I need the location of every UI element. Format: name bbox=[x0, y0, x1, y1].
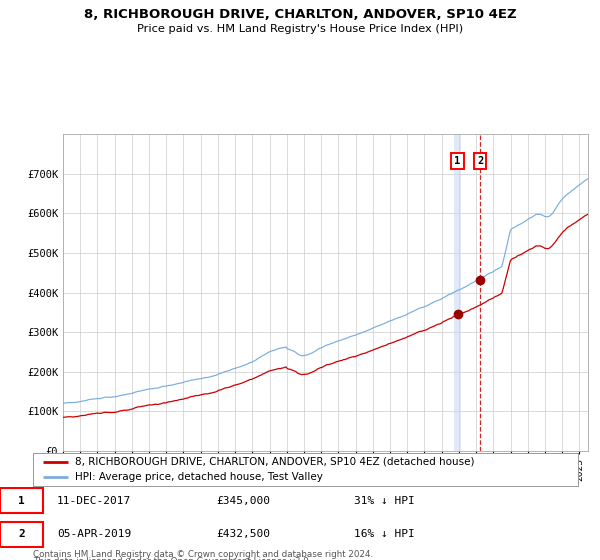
Text: 05-APR-2019: 05-APR-2019 bbox=[57, 529, 131, 539]
Text: £345,000: £345,000 bbox=[216, 496, 270, 506]
Text: 2: 2 bbox=[477, 156, 484, 166]
Text: £432,500: £432,500 bbox=[216, 529, 270, 539]
Text: 2: 2 bbox=[18, 529, 25, 539]
Text: This data is licensed under the Open Government Licence v3.0.: This data is licensed under the Open Gov… bbox=[33, 557, 311, 560]
FancyBboxPatch shape bbox=[0, 488, 43, 513]
Text: 8, RICHBOROUGH DRIVE, CHARLTON, ANDOVER, SP10 4EZ (detached house): 8, RICHBOROUGH DRIVE, CHARLTON, ANDOVER,… bbox=[76, 457, 475, 467]
Text: 8, RICHBOROUGH DRIVE, CHARLTON, ANDOVER, SP10 4EZ: 8, RICHBOROUGH DRIVE, CHARLTON, ANDOVER,… bbox=[83, 8, 517, 21]
Bar bbox=[454, 134, 461, 451]
Text: Contains HM Land Registry data © Crown copyright and database right 2024.: Contains HM Land Registry data © Crown c… bbox=[33, 550, 373, 559]
Text: 1: 1 bbox=[454, 156, 461, 166]
Text: 1: 1 bbox=[18, 496, 25, 506]
Text: 16% ↓ HPI: 16% ↓ HPI bbox=[354, 529, 415, 539]
Text: 31% ↓ HPI: 31% ↓ HPI bbox=[354, 496, 415, 506]
Text: Price paid vs. HM Land Registry's House Price Index (HPI): Price paid vs. HM Land Registry's House … bbox=[137, 24, 463, 34]
Text: 11-DEC-2017: 11-DEC-2017 bbox=[57, 496, 131, 506]
FancyBboxPatch shape bbox=[0, 522, 43, 547]
Text: HPI: Average price, detached house, Test Valley: HPI: Average price, detached house, Test… bbox=[76, 472, 323, 482]
